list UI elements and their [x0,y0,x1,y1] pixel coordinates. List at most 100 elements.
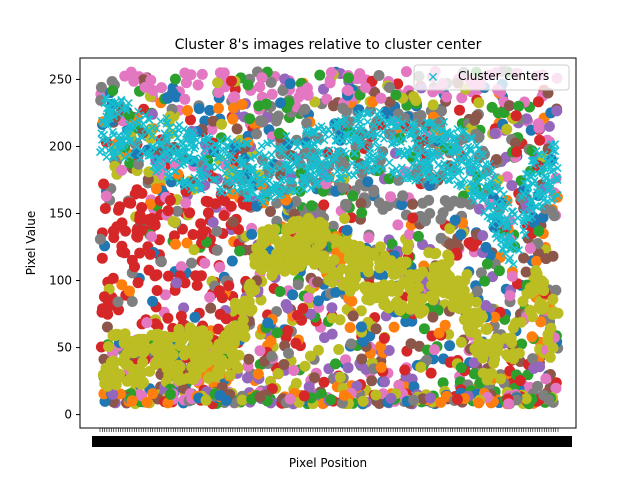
cluster-center-marker [197,170,206,179]
olive-series-point [253,258,265,270]
cluster-center-marker [217,188,227,197]
olive-series-point [426,270,438,282]
olive-series-point [102,376,114,388]
image-pixel-point [327,220,339,232]
cluster-center-marker [248,165,257,175]
image-pixel-point [280,329,292,341]
cluster-center-marker [122,106,131,115]
image-pixel-point [547,250,559,262]
cluster-center-marker [444,176,453,185]
image-pixel-point [98,178,110,190]
cluster-center-marker [312,161,321,171]
cluster-center-marker [466,164,475,173]
cluster-center-marker [403,174,412,183]
olive-series-point [471,347,483,359]
image-pixel-point [309,372,320,384]
image-pixel-point [179,67,191,79]
olive-series-point [329,233,341,245]
image-pixel-point [124,285,135,297]
image-pixel-point [204,104,216,116]
cluster-center-marker [447,128,456,138]
olive-series-point [123,339,135,351]
image-pixel-point [337,182,349,194]
cluster-center-marker [497,237,506,246]
cluster-center-marker [188,183,197,192]
image-pixel-point [551,105,563,117]
image-pixel-point [283,347,294,359]
cluster-center-marker [101,120,110,129]
cluster-center-marker [537,164,546,173]
cluster-center-marker [453,124,462,134]
image-pixel-point [223,280,235,292]
cluster-center-marker [102,137,111,146]
image-pixel-point [535,316,547,328]
cluster-center-marker [165,172,174,181]
olive-series-point [242,297,254,309]
image-pixel-point [227,113,239,125]
cluster-center-marker [494,212,503,221]
olive-series-point [138,335,150,347]
image-pixel-point [318,199,330,211]
image-pixel-point [303,292,314,304]
olive-series-point [388,283,400,295]
image-pixel-point [407,212,419,224]
cluster-center-marker [341,166,350,175]
image-pixel-point [178,302,190,314]
cluster-center-marker [531,155,540,165]
cluster-center-marker [203,133,212,142]
cluster-center-marker [363,117,372,127]
cluster-center-marker [487,186,496,196]
cluster-center-marker [284,138,293,147]
image-pixel-point [516,338,528,350]
cluster-center-marker [484,181,493,190]
cluster-center-marker [145,115,154,124]
image-pixel-point [400,316,412,328]
image-pixel-point [520,393,532,405]
cluster-center-marker [420,127,429,136]
cluster-center-marker [197,185,206,194]
cluster-center-marker [114,110,123,119]
cluster-center-marker [180,182,189,191]
cluster-center-marker [519,208,528,217]
image-pixel-point [113,304,124,316]
image-pixel-point [265,335,277,347]
image-pixel-point [287,289,299,301]
cluster-center-marker [489,208,498,217]
image-pixel-point [292,279,304,291]
cluster-center-marker [437,125,447,134]
cluster-center-marker [295,138,305,148]
cluster-center-marker [352,131,361,140]
image-pixel-point [205,302,217,314]
image-pixel-point [312,295,324,307]
cluster-center-marker [388,130,397,139]
cluster-center-marker [373,143,383,152]
olive-series-point [528,279,540,291]
image-pixel-point [375,92,387,104]
image-pixel-point [216,118,228,130]
cluster-center-marker [517,193,526,202]
image-pixel-point [316,388,327,400]
image-pixel-point [527,353,539,365]
cluster-center-marker [520,216,530,226]
image-pixel-point [356,207,368,219]
cluster-center-marker [331,154,340,163]
cluster-center-marker [129,118,138,127]
olive-series-point [535,303,547,315]
cluster-center-marker [506,245,515,254]
image-pixel-point [359,82,371,94]
olive-series-point [488,357,500,369]
cluster-center-marker [472,141,481,150]
image-pixel-point [436,105,447,117]
olive-series-point [471,296,482,308]
image-pixel-point [290,337,302,349]
y-tick-label: 250 [49,72,72,86]
image-pixel-point [318,376,330,388]
cluster-center-marker [448,147,457,156]
image-pixel-point [191,279,203,291]
cluster-center-marker [530,176,539,186]
image-pixel-point [119,247,131,259]
cluster-center-marker [496,186,505,195]
image-pixel-point [449,214,461,226]
cluster-center-marker [155,154,164,163]
cluster-center-marker [206,142,216,151]
